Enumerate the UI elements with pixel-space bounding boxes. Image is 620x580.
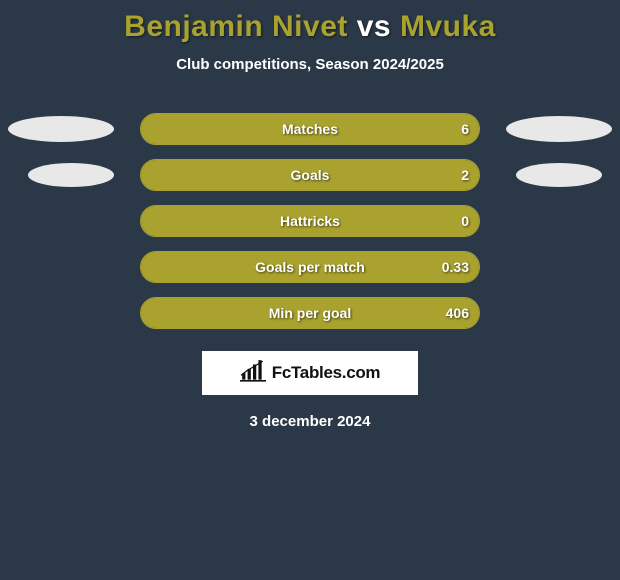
- stat-value-right: 0.33: [442, 259, 469, 275]
- subtitle: Club competitions, Season 2024/2025: [0, 56, 620, 73]
- stat-label: Hattricks: [280, 213, 340, 229]
- stat-row: Min per goal 406: [0, 297, 620, 329]
- page-title: Benjamin Nivet vs Mvuka: [0, 10, 620, 44]
- stat-bar: Goals per match 0.33: [140, 251, 480, 283]
- stat-row: Hattricks 0: [0, 205, 620, 237]
- stat-value-right: 2: [461, 167, 469, 183]
- stat-label: Matches: [282, 121, 338, 137]
- stat-value-right: 0: [461, 213, 469, 229]
- bar-chart-icon: [240, 360, 266, 387]
- stat-bar: Hattricks 0: [140, 205, 480, 237]
- stat-bar: Goals 2: [140, 159, 480, 191]
- player1-name: Benjamin Nivet: [124, 10, 348, 43]
- stat-label: Goals: [291, 167, 330, 183]
- stat-row: Goals 2: [0, 159, 620, 191]
- stat-value-right: 406: [446, 305, 469, 321]
- stat-bar: Min per goal 406: [140, 297, 480, 329]
- stat-label: Min per goal: [269, 305, 351, 321]
- player2-avatar-placeholder: [506, 116, 612, 142]
- brand-badge[interactable]: FcTables.com: [202, 351, 418, 395]
- vs-separator: vs: [357, 10, 391, 43]
- player2-avatar-placeholder: [516, 163, 602, 187]
- stat-row: Matches 6: [0, 113, 620, 145]
- comparison-widget: Benjamin Nivet vs Mvuka Club competition…: [0, 0, 620, 430]
- stat-bar-fill-left: [141, 160, 310, 190]
- stat-value-right: 6: [461, 121, 469, 137]
- stat-bar: Matches 6: [140, 113, 480, 145]
- stat-label: Goals per match: [255, 259, 365, 275]
- player2-name: Mvuka: [400, 10, 496, 43]
- brand-text: FcTables.com: [272, 363, 381, 383]
- player1-avatar-placeholder: [28, 163, 114, 187]
- stats-rows: Matches 6 Goals 2 Hattricks 0 Goals per match 0…: [0, 113, 620, 329]
- stat-row: Goals per match 0.33: [0, 251, 620, 283]
- generated-date: 3 december 2024: [0, 413, 620, 430]
- player1-avatar-placeholder: [8, 116, 114, 142]
- stat-bar-fill-right: [310, 160, 479, 190]
